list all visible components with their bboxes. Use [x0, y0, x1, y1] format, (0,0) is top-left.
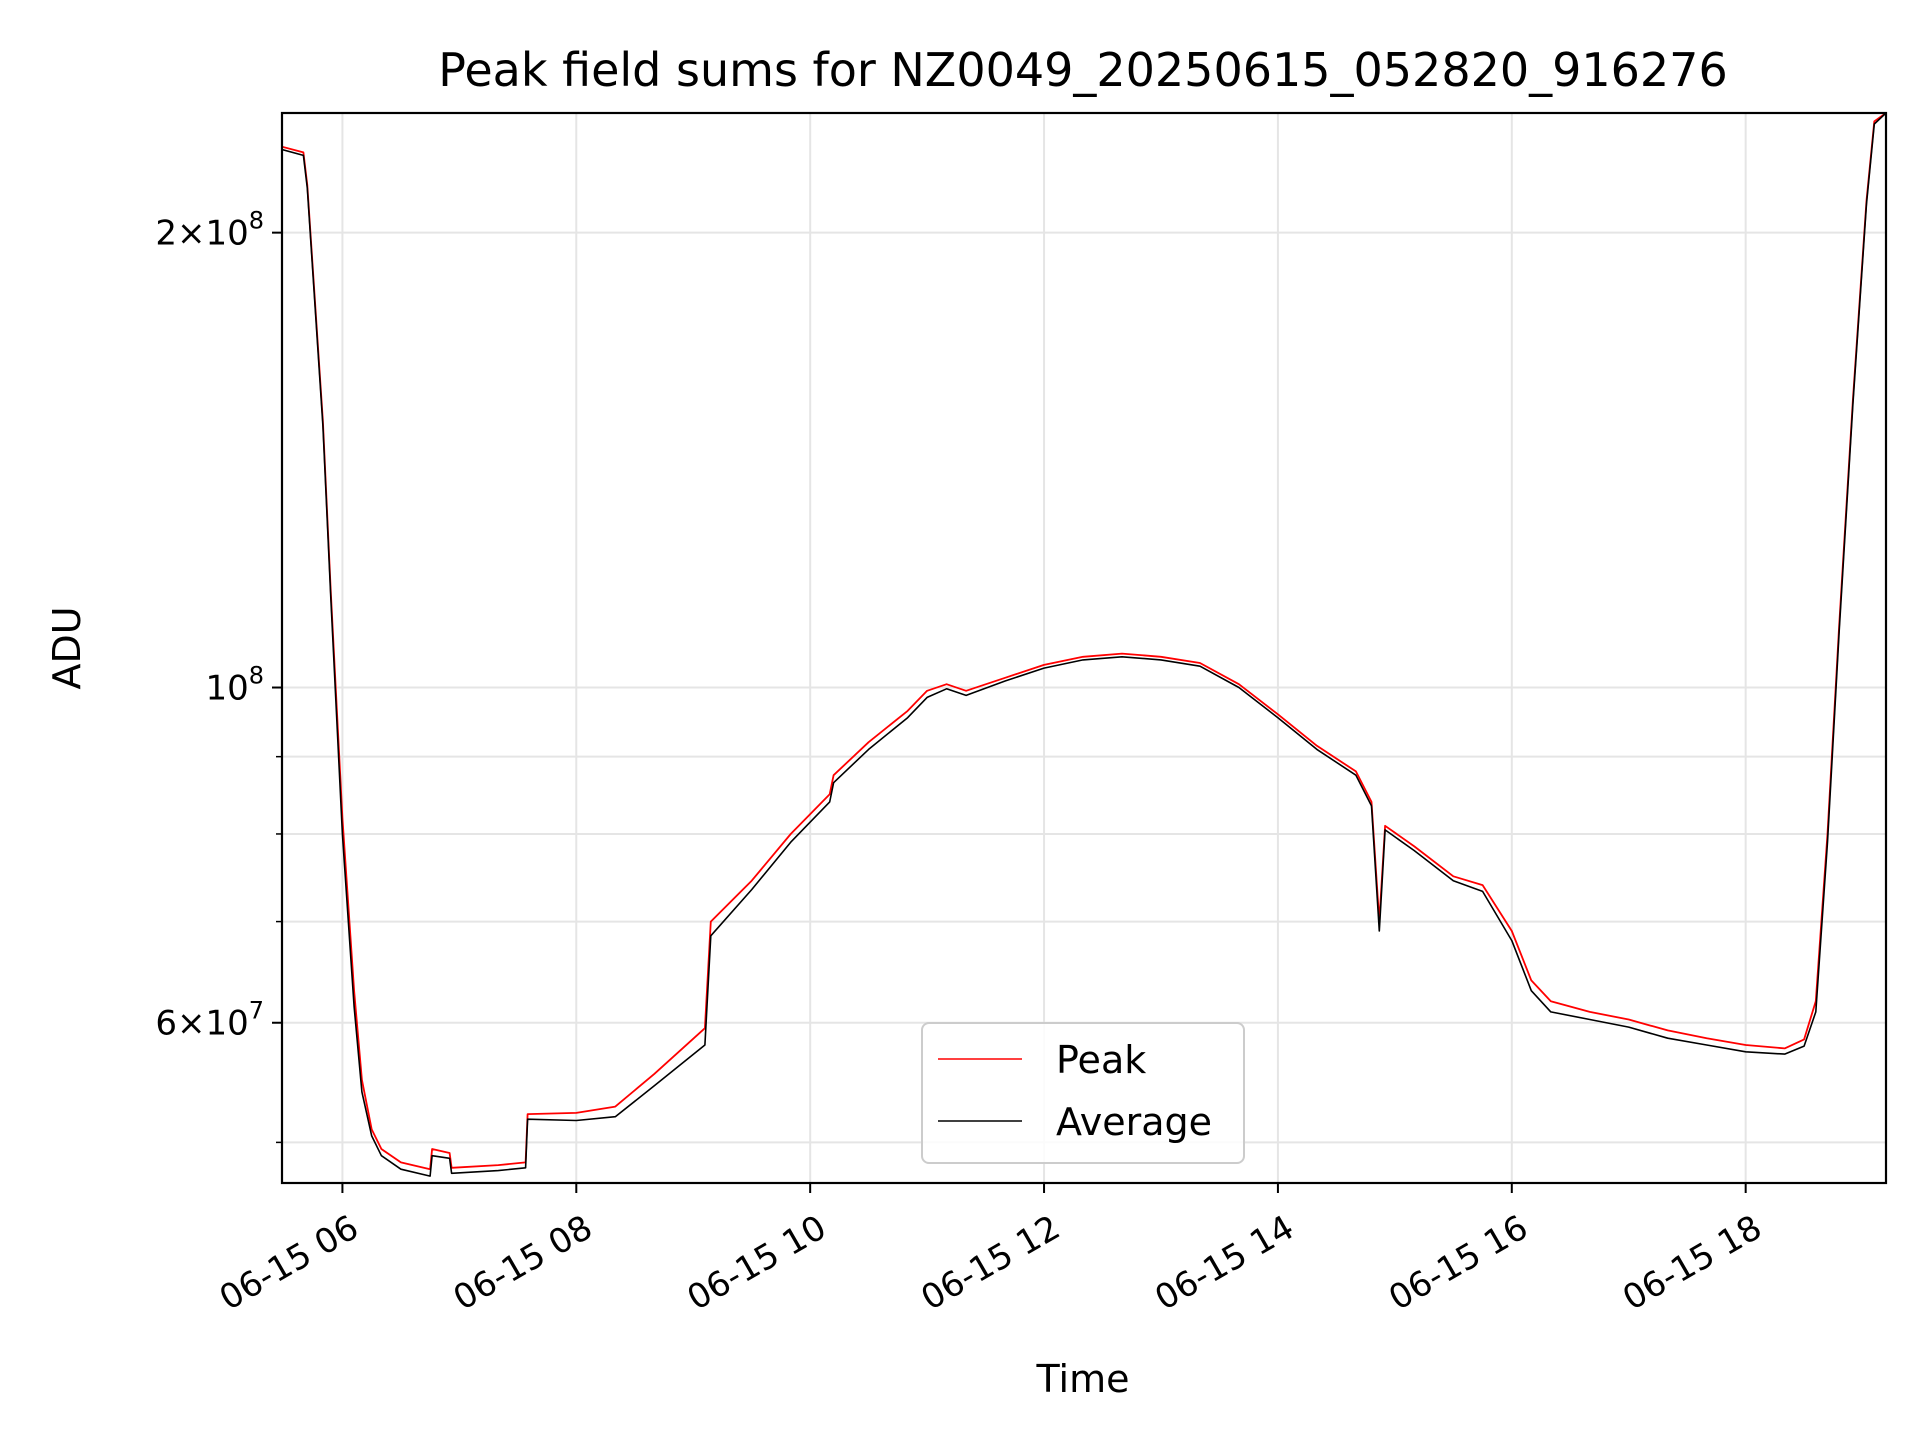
- y-tick-label-exponent: 8: [249, 662, 264, 690]
- series-line-average: [282, 113, 1886, 1177]
- plot-frame: [280, 111, 1888, 1185]
- y-tick-label: 6×107: [155, 997, 264, 1044]
- legend-label-peak: Peak: [1056, 1038, 1146, 1082]
- y-tick-label-exponent: 8: [249, 207, 264, 235]
- y-tick-label-base: 10: [205, 669, 248, 709]
- y-axis-label: ADU: [45, 606, 89, 689]
- chart-title: Peak field sums for NZ0049_20250615_0528…: [438, 43, 1727, 97]
- grid: [282, 113, 1886, 1183]
- legend-label-average: Average: [1056, 1100, 1212, 1144]
- legend-box: [921, 1022, 1245, 1164]
- y-tick-label: 2×108: [155, 207, 264, 254]
- y-tick-label: 108: [205, 662, 264, 709]
- y-tick-label-base: 6×10: [155, 1004, 248, 1044]
- y-tick-label-exponent: 7: [249, 997, 264, 1025]
- series-line-peak: [282, 113, 1886, 1171]
- legend: Peak Average: [921, 1022, 1245, 1164]
- y-tick-label-base: 2×10: [155, 214, 248, 254]
- series-lines: [282, 113, 1886, 1177]
- x-axis-label: Time: [1036, 1357, 1130, 1401]
